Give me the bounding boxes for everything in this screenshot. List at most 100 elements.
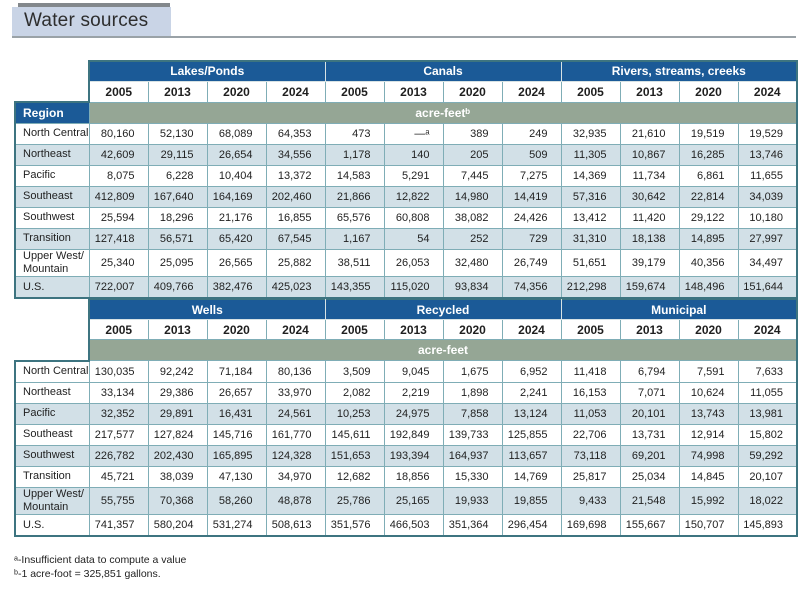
value-cell: 13,412 [560,207,621,229]
table-row: Southwest 226,782 202,430 165,895 124,328 151… [14,444,798,467]
value-cell: 65,420 [206,228,267,250]
table-row: Transition 45,721 38,039 47,130 34,970 12,682… [14,465,798,488]
value-cell: 65,576 [324,207,385,229]
value-cell: 115,020 [383,276,444,300]
value-cell: 25,095 [147,248,208,278]
value-cell: 26,565 [206,248,267,278]
value-cell: 93,834 [442,276,503,300]
year-cell: 2020 [678,80,739,103]
spacer-cell [15,339,89,361]
value-cell: 21,610 [619,123,680,145]
footnote-b: ᵇ-1 acre-foot = 325,851 gallons. [14,568,161,580]
value-cell: 1,178 [324,144,385,166]
value-cell: 382,476 [206,276,267,300]
value-cell: 38,082 [442,207,503,229]
year-cell: 2020 [442,80,503,103]
value-cell: 5,291 [383,165,444,187]
surface-water-table: Lakes/Ponds Canals Rivers, streams, creeks… [14,60,798,300]
region-label: Pacific [14,165,90,187]
value-cell: 155,667 [619,514,680,538]
value-cell: 19,519 [678,123,739,145]
value-cell: 148,496 [678,276,739,300]
year-cell: 2024 [737,80,798,103]
value-cell: 59,292 [737,444,798,467]
value-cell: 34,497 [737,248,798,278]
value-cell: 161,770 [265,423,326,446]
value-cell: 51,651 [560,248,621,278]
value-cell: 29,386 [147,381,208,404]
value-cell: 25,165 [383,486,444,516]
value-cell: 193,394 [383,444,444,467]
value-cell: 145,611 [324,423,385,446]
value-cell: 205 [442,144,503,166]
unit-row: Region acre-feetᵇ [14,101,798,124]
value-cell: 150,707 [678,514,739,538]
footnotes: ᵃ-Insufficient data to compute a value ᵇ… [14,553,186,581]
value-cell: 15,802 [737,423,798,446]
spacer-cell [15,61,89,81]
value-cell: 145,893 [737,514,798,538]
value-cell: 18,138 [619,228,680,250]
region-label: North Central [14,359,90,383]
group-header-cell: Rivers, streams, creeks [560,60,798,82]
value-cell: 32,352 [88,402,149,425]
value-cell: 509 [501,144,562,166]
group-header-cell: Lakes/Ponds [88,60,326,82]
value-cell: 409,766 [147,276,208,300]
value-cell: 25,340 [88,248,149,278]
value-cell: 14,845 [678,465,739,488]
value-cell: 21,548 [619,486,680,516]
value-cell: 151,644 [737,276,798,300]
region-label: U.S. [14,276,90,300]
year-cell: 2013 [147,80,208,103]
value-cell: 15,992 [678,486,739,516]
value-cell: 60,808 [383,207,444,229]
value-cell: 729 [501,228,562,250]
value-cell: 74,356 [501,276,562,300]
value-cell: 8,075 [88,165,149,187]
value-cell: 531,274 [206,514,267,538]
group-header-cell: Wells [88,299,326,321]
value-cell: 167,640 [147,186,208,208]
unit-band: acre-feet [88,339,798,362]
table-row: Southeast 412,809 167,640 164,169 202,460 21,… [14,186,798,208]
value-cell: 34,556 [265,144,326,166]
region-label: Southwest [14,207,90,229]
value-cell: 25,594 [88,207,149,229]
value-cell: 42,609 [88,144,149,166]
value-cell: 73,118 [560,444,621,467]
value-cell: 741,357 [88,514,149,538]
value-cell: 10,624 [678,381,739,404]
value-cell: 425,023 [265,276,326,300]
value-cell: 14,895 [678,228,739,250]
value-cell: 20,107 [737,465,798,488]
value-cell: 13,981 [737,402,798,425]
value-cell: 14,419 [501,186,562,208]
value-cell: 6,952 [501,360,562,383]
value-cell: 580,204 [147,514,208,538]
year-row: 2005 2013 2020 2024 2005 2013 2020 2024 2005 2013… [15,319,798,341]
value-cell: 412,809 [88,186,149,208]
year-cell: 2005 [88,80,149,103]
region-label: Transition [14,465,90,488]
value-cell: 14,583 [324,165,385,187]
year-cell: 2024 [501,319,562,341]
value-cell: 13,746 [737,144,798,166]
value-cell: 11,418 [560,360,621,383]
region-label: Transition [14,228,90,250]
year-cell: 2020 [206,80,267,103]
value-cell: 14,769 [501,465,562,488]
group-header-cell: Canals [324,60,562,82]
value-cell: 508,613 [265,514,326,538]
year-cell: 2005 [324,80,385,103]
value-cell: 69,201 [619,444,680,467]
water-sources-tables: Lakes/Ponds Canals Rivers, streams, creeks… [14,60,798,538]
value-cell: 27,997 [737,228,798,250]
value-cell: 25,882 [265,248,326,278]
value-cell: 7,071 [619,381,680,404]
value-cell: 48,878 [265,486,326,516]
value-cell: 29,115 [147,144,208,166]
value-cell: 7,275 [501,165,562,187]
value-cell: 22,706 [560,423,621,446]
table-row: Upper West/ Mountain 55,755 70,368 58,260 48… [14,486,798,516]
